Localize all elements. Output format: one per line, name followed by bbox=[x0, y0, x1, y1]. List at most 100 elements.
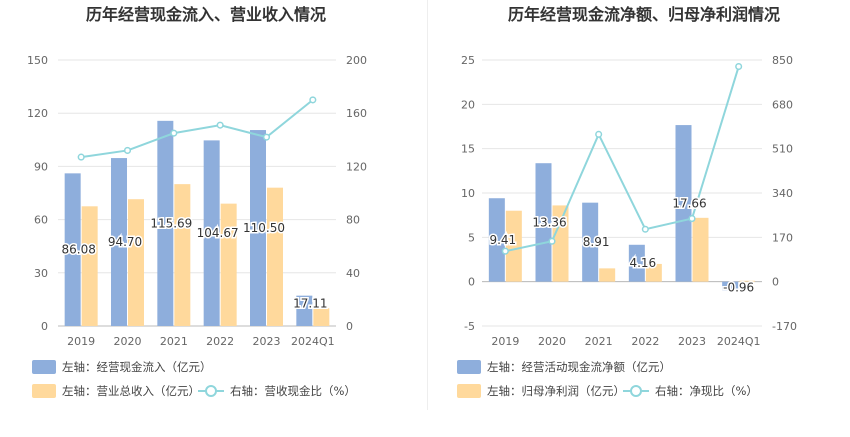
bar-net-cashflow bbox=[628, 244, 645, 282]
bar-net-cashflow bbox=[488, 198, 505, 282]
bar-net-cashflow bbox=[582, 202, 599, 282]
bar-cash-inflow bbox=[203, 140, 220, 326]
legend-label: 右轴：净现比（%） bbox=[655, 384, 758, 398]
legend-swatch-line-marker bbox=[630, 385, 642, 397]
bar-net-profit bbox=[692, 217, 709, 282]
data-label: 17.11 bbox=[293, 297, 327, 311]
data-label: 86.08 bbox=[61, 243, 95, 257]
right-axis-tick-label: 200 bbox=[346, 54, 367, 67]
bar-revenue bbox=[220, 203, 237, 326]
bar-cash-inflow bbox=[296, 295, 313, 326]
bar-revenue bbox=[81, 206, 98, 326]
right-axis-tick-label: 340 bbox=[772, 187, 793, 200]
panel-divider bbox=[427, 0, 428, 410]
x-axis-tick-label: 2019 bbox=[67, 335, 95, 348]
right-axis-tick-label: 160 bbox=[346, 107, 367, 120]
bar-net-cashflow bbox=[675, 125, 692, 282]
legend-label: 左轴：经营活动现金流净额（亿元） bbox=[487, 360, 671, 374]
line-revenue-cash-ratio bbox=[81, 99, 314, 159]
line-point bbox=[123, 146, 132, 154]
x-axis-tick-label: 2021 bbox=[585, 335, 613, 348]
data-label: 9.41 bbox=[489, 233, 516, 247]
left-axis-tick-label: 0 bbox=[41, 320, 48, 333]
x-axis-tick-label: 2021 bbox=[160, 335, 188, 348]
line-point bbox=[216, 121, 224, 129]
legend-swatch-secondary bbox=[32, 384, 56, 398]
chart-cash-inflow-revenue: 历年经营现金流入、营业收入情况 150 200 120 160 90 120 60 80 30 40… bbox=[27, 5, 367, 398]
bar-revenue bbox=[174, 184, 191, 326]
left-axis-tick-label: 60 bbox=[34, 214, 48, 227]
bar-net-cashflow bbox=[722, 281, 739, 291]
data-label: -0.96 bbox=[723, 281, 754, 295]
legend-label: 左轴：归母净利润（亿元） bbox=[487, 384, 625, 398]
right-axis-tick-label: 0 bbox=[772, 276, 779, 289]
right-axis-tick-label: 0 bbox=[346, 320, 353, 333]
x-axis-tick-label: 2023 bbox=[253, 335, 281, 348]
bar-net-profit bbox=[645, 263, 662, 282]
left-axis-tick-label: 10 bbox=[461, 187, 475, 200]
data-label: 8.91 bbox=[583, 235, 610, 249]
legend-swatch-line-marker bbox=[205, 385, 217, 397]
bar-net-cashflow bbox=[535, 163, 552, 282]
right-axis-tick-label: 680 bbox=[772, 98, 793, 111]
left-axis-tick-label: 90 bbox=[34, 160, 48, 173]
line-point bbox=[170, 129, 178, 137]
data-label: 13.36 bbox=[532, 215, 566, 229]
legend-swatch-primary bbox=[457, 360, 481, 374]
chart-title: 历年经营现金流净额、归母净利润情况 bbox=[508, 5, 780, 24]
legend-swatch-primary bbox=[32, 360, 56, 374]
x-axis-tick-label: 2023 bbox=[678, 335, 706, 348]
left-axis-tick-label: 5 bbox=[468, 231, 475, 244]
chart-net-cashflow-profit: 历年经营现金流净额、归母净利润情况 25 850 20 680 15 510 10 340 5 17… bbox=[457, 5, 797, 398]
left-axis-tick-label: 15 bbox=[461, 143, 475, 156]
line-point bbox=[262, 133, 271, 141]
x-axis-tick-label: 2019 bbox=[491, 335, 519, 348]
right-axis-tick-label: 510 bbox=[772, 143, 793, 156]
right-axis-tick-label: 40 bbox=[346, 267, 360, 280]
left-axis-tick-label: -5 bbox=[464, 320, 475, 333]
bar-cash-inflow bbox=[111, 158, 127, 326]
chart-title: 历年经营现金流入、营业收入情况 bbox=[86, 5, 326, 24]
x-axis-tick-label: 2022 bbox=[631, 335, 659, 348]
left-axis-tick-label: 30 bbox=[34, 267, 48, 280]
left-axis-tick-label: 25 bbox=[461, 54, 475, 67]
left-axis-tick-label: 0 bbox=[468, 276, 475, 289]
bar-net-profit bbox=[739, 280, 756, 282]
bar-revenue bbox=[128, 199, 144, 326]
data-label: 17.66 bbox=[672, 196, 706, 210]
bar-cash-inflow bbox=[157, 120, 174, 326]
line-point bbox=[77, 153, 85, 161]
left-axis-tick-label: 150 bbox=[27, 54, 48, 67]
data-label: 94.70 bbox=[108, 235, 142, 249]
bar-cash-inflow bbox=[250, 130, 266, 326]
line-point bbox=[735, 62, 743, 71]
right-axis-tick-label: 120 bbox=[346, 160, 367, 173]
data-label: 115.69 bbox=[150, 216, 192, 230]
bar-net-profit bbox=[505, 210, 522, 282]
line-point bbox=[309, 96, 317, 104]
right-axis-tick-label: 170 bbox=[772, 231, 793, 244]
x-axis-tick-label: 2020 bbox=[538, 335, 566, 348]
legend-swatch-secondary bbox=[457, 384, 481, 398]
x-axis-tick-label: 2020 bbox=[114, 335, 142, 348]
x-axis-tick-label: 2022 bbox=[206, 335, 234, 348]
left-axis-tick-label: 120 bbox=[27, 107, 48, 120]
legend-label: 左轴：营业总收入（亿元） bbox=[62, 384, 200, 398]
right-axis-tick-label: 850 bbox=[772, 54, 793, 67]
data-label: 4.16 bbox=[629, 256, 656, 270]
bar-net-profit bbox=[599, 268, 616, 282]
line-point bbox=[501, 247, 509, 255]
bar-net-profit bbox=[552, 205, 569, 282]
legend-label: 左轴：经营现金流入（亿元） bbox=[62, 360, 212, 374]
x-axis-tick-label: 2024Q1 bbox=[291, 335, 335, 348]
bar-revenue bbox=[267, 187, 283, 326]
line-point bbox=[548, 237, 556, 245]
data-label: 104.67 bbox=[197, 226, 239, 240]
right-axis-tick-label: 80 bbox=[346, 214, 360, 227]
line-point bbox=[688, 215, 696, 223]
bar-revenue bbox=[313, 308, 330, 326]
line-point bbox=[641, 225, 649, 233]
data-label: 110.50 bbox=[243, 221, 285, 235]
line-point bbox=[595, 130, 603, 138]
